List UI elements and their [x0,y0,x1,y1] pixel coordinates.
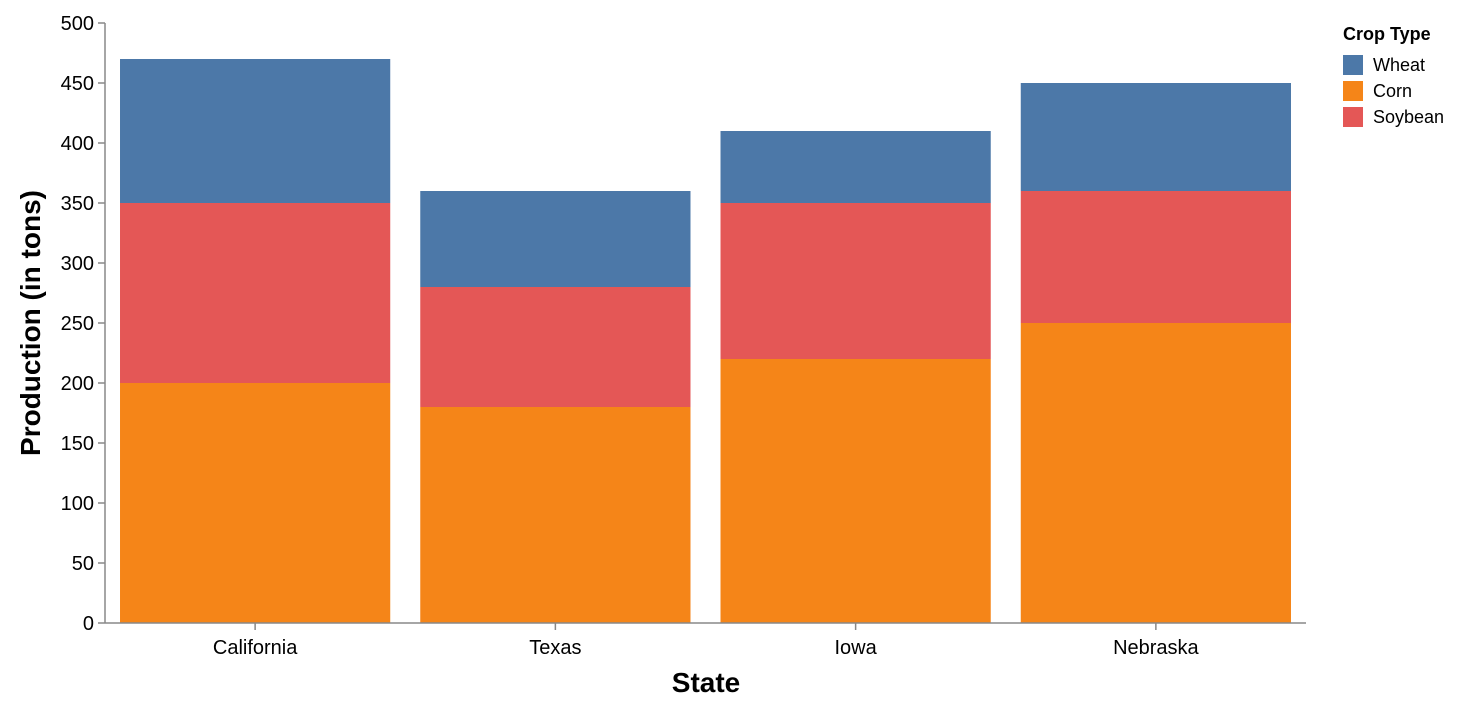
legend-label-soybean: Soybean [1373,107,1444,127]
bar-texas-corn [420,407,691,623]
bar-nebraska-soybean [1020,191,1291,323]
y-tick-label: 400 [61,133,94,155]
bars-layer [120,59,1291,623]
x-tick-label: Texas [529,637,581,659]
x-axis: California Texas Iowa Nebraska [105,622,1306,659]
y-tick-label: 500 [61,13,94,35]
legend-items: Wheat Corn Soybean [1343,55,1444,127]
y-tick-label: 300 [61,253,94,275]
y-tick-label: 50 [72,553,94,575]
bar-texas-wheat [420,191,691,287]
y-axis: 0 50 100 150 200 250 300 350 400 450 500 [61,13,106,635]
bar-texas-soybean [420,287,691,407]
legend-title: Crop Type [1343,24,1431,44]
bar-california-soybean [120,203,391,383]
x-tick-label: Iowa [835,637,878,659]
legend: Crop Type Wheat Corn Soybean [1343,24,1444,127]
y-tick-label: 350 [61,193,94,215]
y-tick-label: 200 [61,373,94,395]
bar-iowa-wheat [720,131,991,203]
y-tick-label: 100 [61,493,94,515]
x-tick-label: California [213,637,298,659]
y-tick-label: 0 [83,613,94,635]
x-tick-label: Nebraska [1113,637,1199,659]
bar-california-corn [120,383,391,623]
bar-nebraska-corn [1020,323,1291,623]
bar-iowa-soybean [720,203,991,359]
y-axis-title: Production (in tons) [15,190,46,456]
legend-label-corn: Corn [1373,81,1412,101]
legend-swatch-wheat [1343,55,1363,75]
x-axis-title: State [672,667,740,698]
legend-swatch-soybean [1343,107,1363,127]
y-tick-label: 250 [61,313,94,335]
legend-swatch-corn [1343,81,1363,101]
bar-california-wheat [120,59,391,203]
bar-iowa-corn [720,359,991,623]
y-tick-label: 150 [61,433,94,455]
bar-nebraska-wheat [1020,83,1291,191]
legend-label-wheat: Wheat [1373,55,1425,75]
y-tick-label: 450 [61,73,94,95]
